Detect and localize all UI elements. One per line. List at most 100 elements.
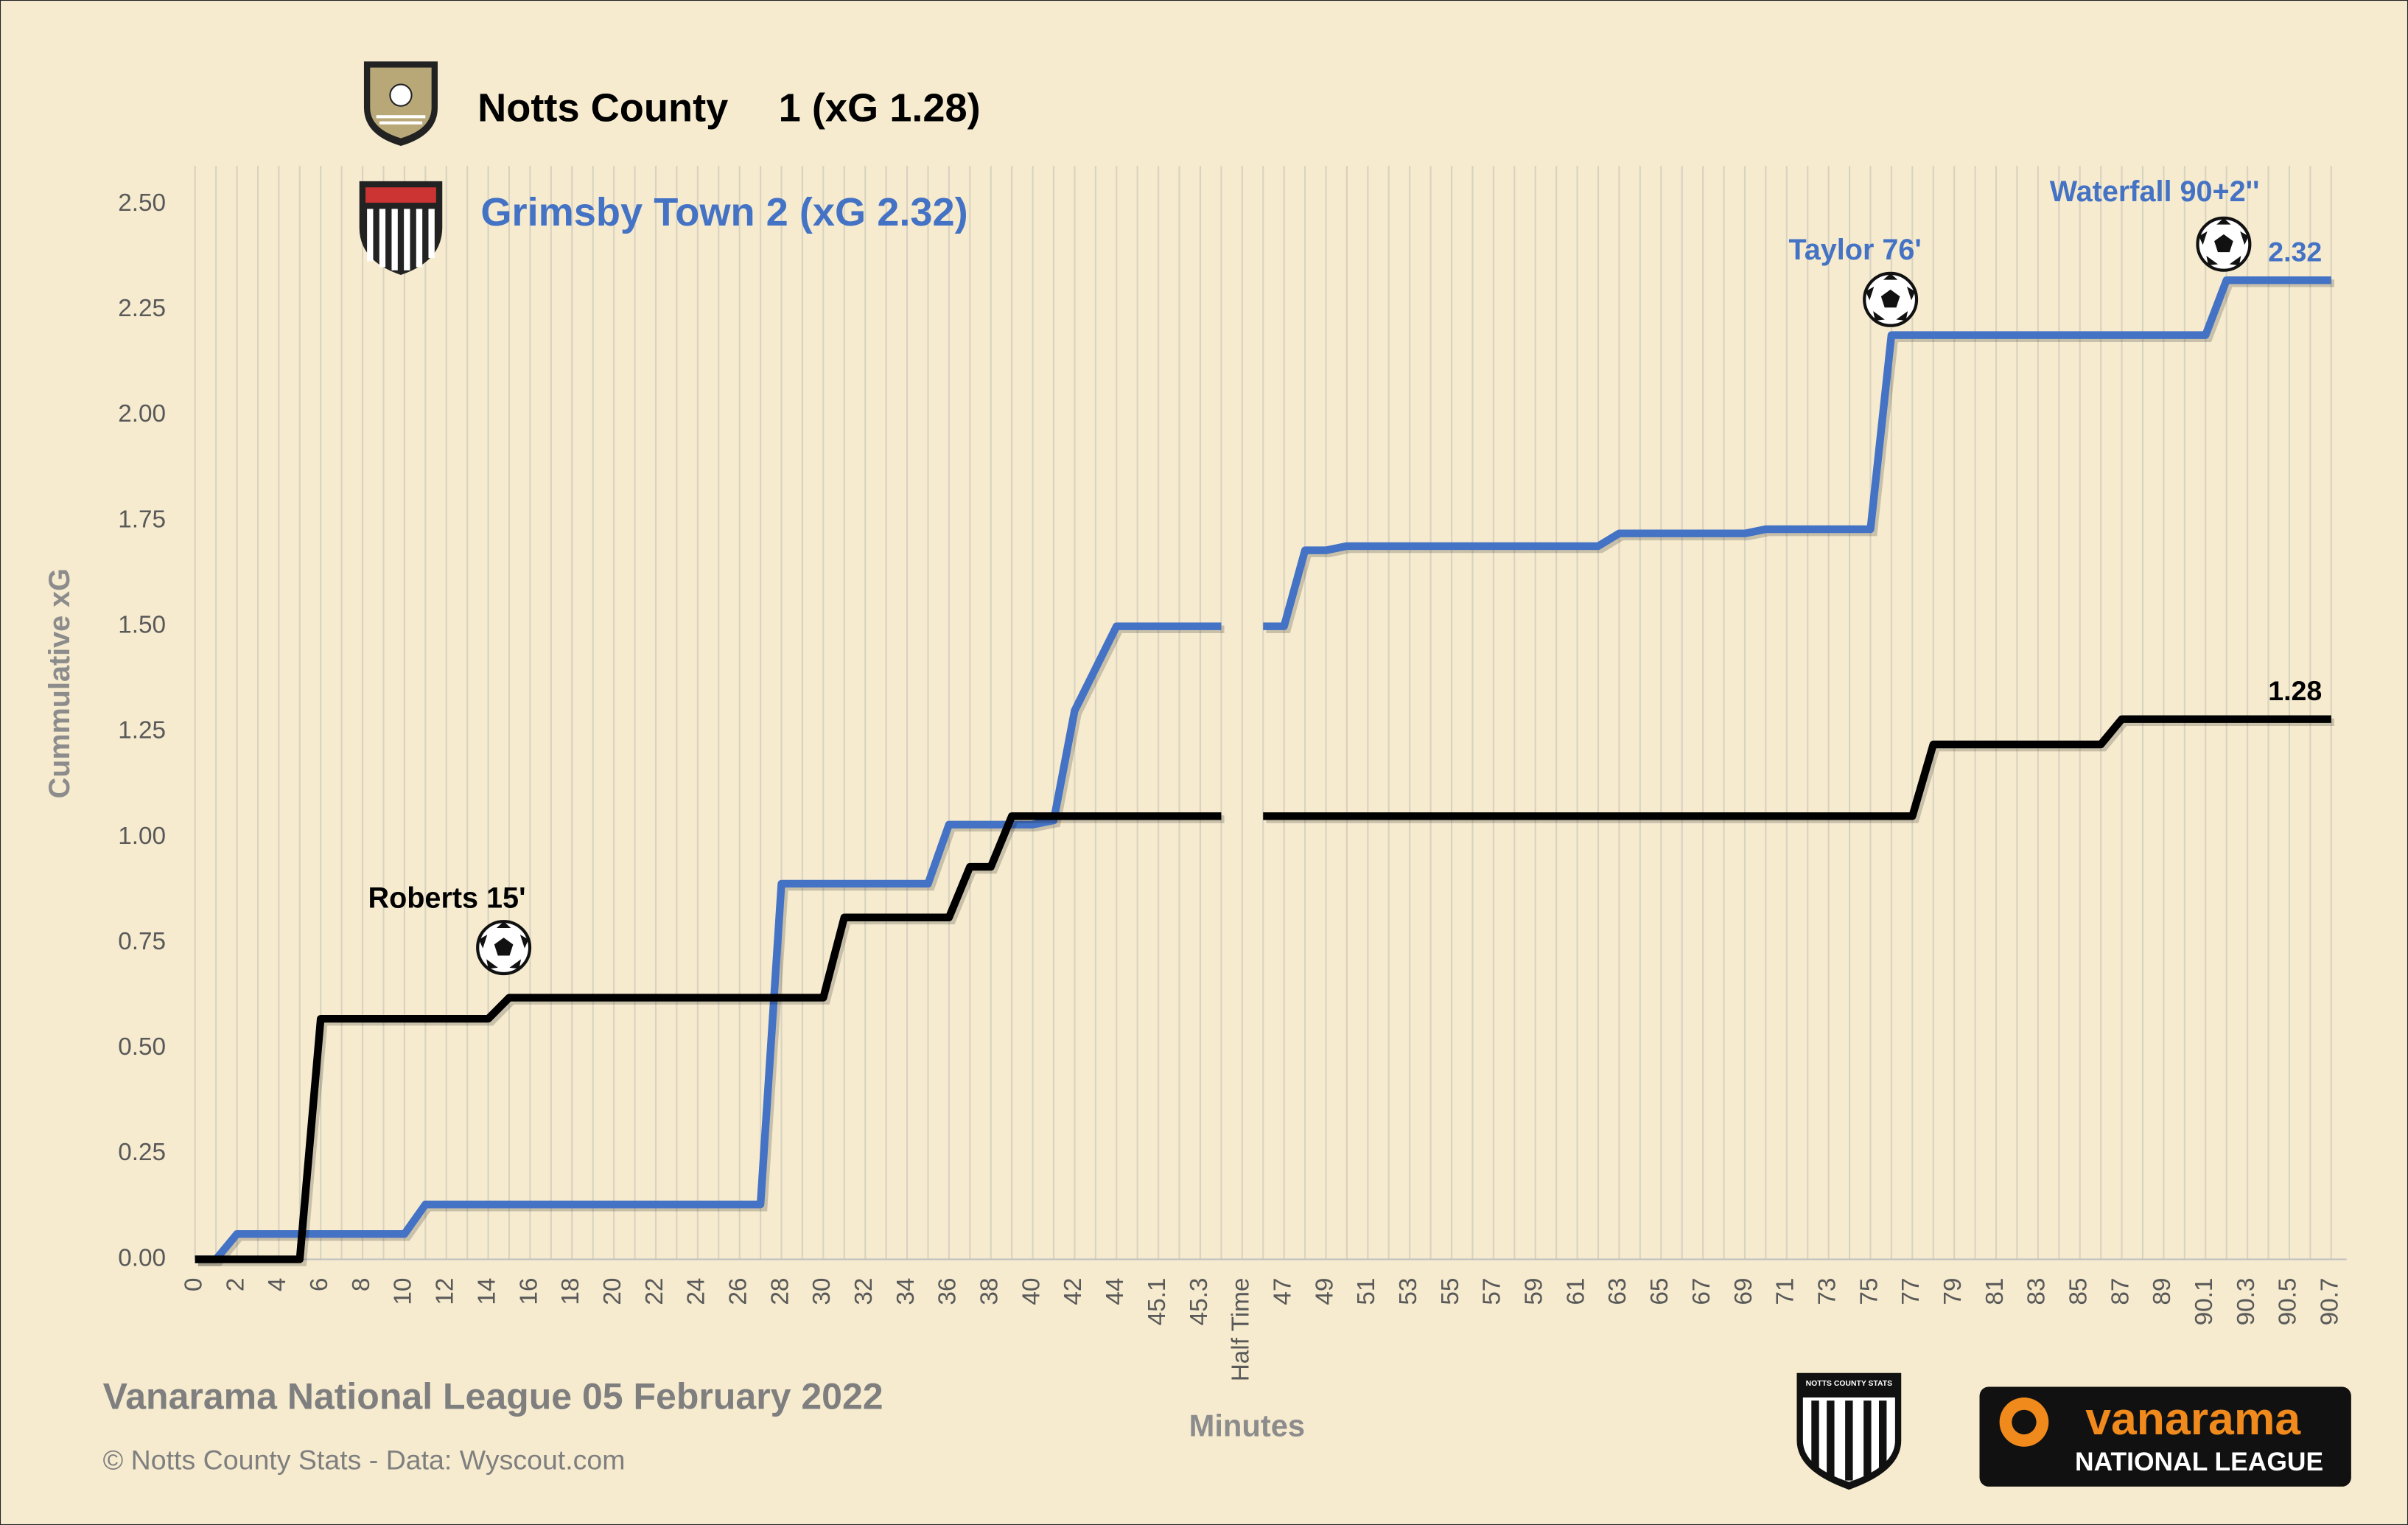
notts-badge (363, 61, 438, 146)
x-tick-label: 16 (515, 1278, 542, 1305)
y-tick-label: 2.50 (118, 189, 166, 217)
ball-patch (486, 959, 498, 969)
end-label: 2.32 (2268, 237, 2322, 268)
x-tick-label: 69 (1730, 1278, 1757, 1305)
x-tick-label: 81 (1981, 1278, 2009, 1305)
y-tick-label: 0.50 (118, 1033, 166, 1061)
ball-patch (2229, 256, 2241, 265)
ball-patch (1873, 311, 1885, 321)
x-tick-label: 28 (766, 1278, 794, 1305)
y-tick-label: 1.25 (118, 717, 166, 744)
ball-patch (2216, 217, 2231, 225)
x-tick-label: 90.3 (2233, 1278, 2260, 1326)
x-tick-label: 26 (724, 1278, 752, 1305)
x-tick-label: 18 (557, 1278, 584, 1305)
grimsby-badge (359, 181, 443, 275)
y-tick-label: 0.00 (118, 1244, 166, 1271)
y-tick-label: 1.00 (118, 823, 166, 850)
x-tick-label: 51 (1353, 1278, 1380, 1305)
y-tick-label: 1.50 (118, 612, 166, 639)
ball-patch (2199, 231, 2208, 245)
x-tick-label: 38 (976, 1278, 1004, 1305)
x-axis-title: Minutes (1189, 1409, 1305, 1443)
ball-icon (1863, 271, 1919, 327)
ball-patch (2240, 231, 2249, 245)
ball-patch (519, 935, 529, 949)
annotation: Taylor 76' (1789, 234, 1922, 266)
series-line (195, 812, 1222, 1263)
x-tick-label: 57 (1479, 1278, 1506, 1305)
end-label: 1.28 (2268, 675, 2322, 706)
y-tick-label: 2.00 (118, 400, 166, 428)
x-tick-label: 85 (2065, 1278, 2093, 1305)
x-tick-label: 30 (808, 1278, 836, 1305)
x-tick-label: 6 (306, 1278, 333, 1292)
x-tick-label: 45.1 (1144, 1278, 1171, 1326)
x-tick-label: 36 (934, 1278, 962, 1305)
y-axis-title: Cummulative xG (43, 568, 76, 798)
x-tick-label: 73 (1813, 1278, 1841, 1305)
x-tick-label: 0 (181, 1278, 208, 1292)
x-tick-label: 2 (222, 1278, 249, 1292)
x-tick-label: 32 (850, 1278, 878, 1305)
x-tick-label: 22 (641, 1278, 668, 1305)
y-tick-label: 0.25 (118, 1139, 166, 1166)
ball-patch (494, 938, 514, 956)
x-tick-label: 83 (2023, 1278, 2051, 1305)
series-line (1263, 715, 2331, 820)
x-tick-label: Half Time (1228, 1278, 1255, 1382)
league-text: NATIONAL LEAGUE (2075, 1447, 2323, 1476)
ball-patch (1880, 289, 1900, 308)
legend-score: 1 (xG 1.28) (779, 86, 981, 130)
stats-logo-text: NOTTS COUNTY STATS (1806, 1380, 1892, 1388)
x-tick-label: 34 (892, 1278, 920, 1305)
ball-patch (509, 959, 522, 969)
series-line (1263, 276, 2331, 630)
x-tick-label: 42 (1060, 1278, 1087, 1305)
ball-patch (478, 935, 488, 949)
x-tick-label: 79 (1939, 1278, 1967, 1305)
footer-credit: © Notts County Stats - Data: Wyscout.com (103, 1444, 626, 1475)
x-tick-label: 75 (1855, 1278, 1883, 1305)
x-tick-label: 12 (432, 1278, 459, 1305)
x-tick-label: 44 (1102, 1278, 1129, 1305)
x-tick-label: 10 (390, 1278, 417, 1305)
x-tick-label: 63 (1604, 1278, 1631, 1305)
y-tick-label: 0.75 (118, 928, 166, 955)
legend-entry: Grimsby Town 2 (xG 2.32) (480, 190, 967, 234)
x-tick-label: 40 (1018, 1278, 1045, 1305)
annotation: Waterfall 90+2'' (2050, 175, 2260, 208)
x-tick-label: 55 (1437, 1278, 1464, 1305)
x-tick-label: 77 (1897, 1278, 1925, 1305)
annotation: Roberts 15' (368, 882, 525, 914)
legend-entry: Notts County (477, 86, 728, 130)
ball-patch (1865, 286, 1875, 301)
stats-logo: NOTTS COUNTY STATS (1796, 1372, 1902, 1490)
x-tick-label: 8 (348, 1278, 375, 1292)
footer-title: Vanarama National League 05 February 202… (103, 1375, 883, 1417)
x-tick-label: 61 (1562, 1278, 1589, 1305)
x-tick-label: 90.5 (2275, 1278, 2302, 1326)
x-tick-label: 89 (2149, 1278, 2176, 1305)
plot: 0 2 4 6 8 10 12 14 16 18 20 22 24 26 28 30 32 34 36 38 40 42 4… (118, 175, 2343, 1381)
x-tick-label: 49 (1311, 1278, 1338, 1305)
x-tick-label: 65 (1646, 1278, 1673, 1305)
x-tick-label: 53 (1395, 1278, 1422, 1305)
x-tick-label: 90.1 (2191, 1278, 2218, 1326)
y-tick-label: 1.75 (118, 506, 166, 533)
x-tick-label: 47 (1269, 1278, 1296, 1305)
x-tick-label: 4 (264, 1278, 291, 1292)
ball-patch (1896, 311, 1908, 321)
sponsor-text: vanarama (2085, 1393, 2301, 1445)
x-tick-label: 90.7 (2317, 1278, 2344, 1326)
ball-patch (1906, 286, 1916, 301)
sponsor-logo: vanarama NATIONAL LEAGUE (1979, 1386, 2351, 1487)
grid (194, 166, 2347, 1260)
x-tick-label: 20 (599, 1278, 626, 1305)
ball-patch (2206, 256, 2219, 265)
x-tick-label: 14 (473, 1278, 500, 1305)
x-tick-label: 45.3 (1186, 1278, 1213, 1326)
ball-icon (476, 920, 532, 976)
